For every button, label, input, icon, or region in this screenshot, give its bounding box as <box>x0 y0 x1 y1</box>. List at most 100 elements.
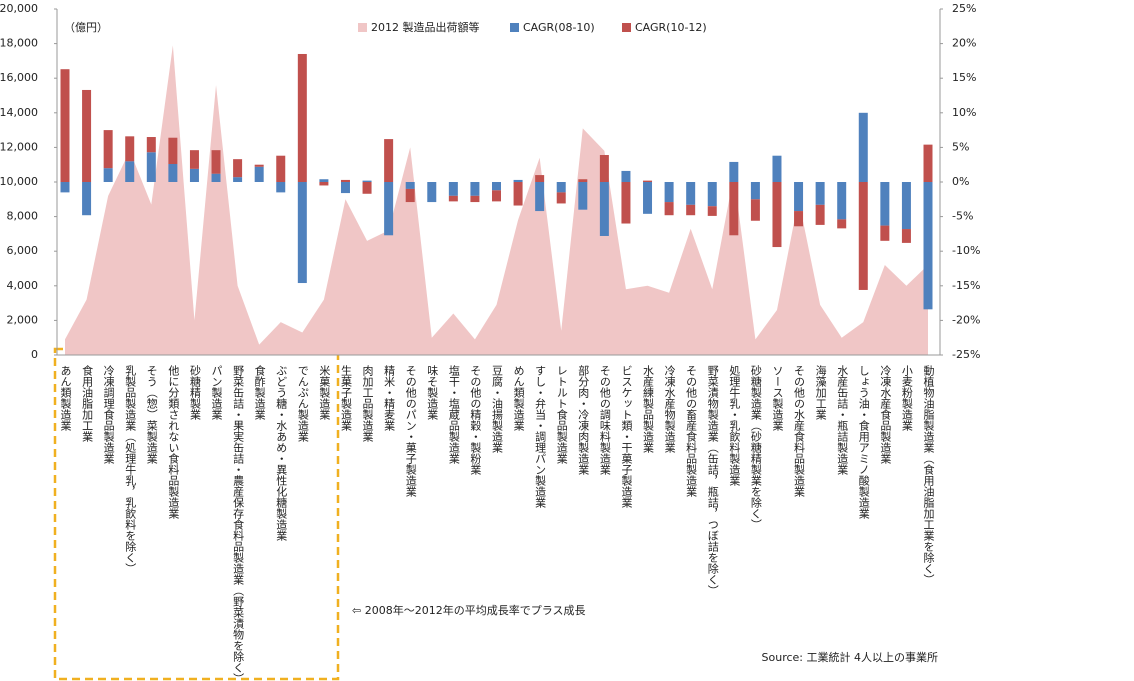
bar <box>513 182 523 206</box>
bar <box>189 168 199 182</box>
bar <box>146 137 156 153</box>
bar <box>578 179 588 182</box>
bar <box>319 179 329 182</box>
bar <box>664 182 674 203</box>
x-tick-label: あん類製造業 <box>59 365 72 431</box>
bar <box>556 192 566 204</box>
bar <box>470 182 480 196</box>
x-tick-label: 水産練製品製造業 <box>642 365 655 453</box>
source: Source: 工業統計 4人以上の事業所 <box>762 650 938 664</box>
bar <box>923 182 933 310</box>
x-tick-label: ぶどう糖・水あめ・異性化糖製造業 <box>275 365 288 541</box>
bar <box>427 182 437 203</box>
bar <box>880 182 890 226</box>
bar <box>319 182 329 186</box>
legend-label: CAGR(10-12) <box>635 21 707 34</box>
x-tick-label: 冷凍水産食品製造業 <box>879 365 892 464</box>
x-tick-label: レトルト食品製造業 <box>555 365 568 464</box>
highlight-box <box>53 347 340 681</box>
bar <box>772 182 782 248</box>
x-tick-label: ソース製造業 <box>771 365 784 431</box>
y2-tick-label: -5% <box>952 210 973 223</box>
x-tick-label: 砂糖精製業 <box>188 365 201 420</box>
y-tick-label: 6,000 <box>7 244 39 257</box>
bar <box>750 182 760 200</box>
y-tick-label: 12,000 <box>0 140 38 153</box>
x-tick-label: 味そ製造業 <box>426 365 439 420</box>
x-tick-label: 海藻加工業 <box>814 364 827 420</box>
bar <box>470 195 480 203</box>
x-tick-label: 小麦粉製造業 <box>900 365 913 431</box>
bar <box>60 182 70 193</box>
bar <box>211 173 221 182</box>
x-tick-label: ビスケット類・干菓子製造業 <box>620 365 633 508</box>
bar <box>707 182 717 207</box>
bar <box>599 182 609 236</box>
bar <box>643 180 653 182</box>
x-tick-label: 塩干・塩蔵品製造業 <box>447 364 460 464</box>
bar <box>492 190 501 202</box>
y2-tick-label: -25% <box>952 348 980 361</box>
bar <box>772 155 782 182</box>
bar <box>923 144 933 182</box>
bar <box>103 168 113 182</box>
bar <box>362 180 372 182</box>
x-tick-label: 食酢製造業 <box>253 364 266 420</box>
y2-tick-label: -15% <box>952 279 980 292</box>
bar <box>578 182 588 210</box>
x-tick-label: でんぷん製造業 <box>296 365 309 442</box>
bar <box>535 175 545 182</box>
y2-tick-label: 10% <box>952 106 976 119</box>
bar <box>750 199 760 221</box>
bar <box>815 204 825 225</box>
x-tick-label: その他の水産食料品製造業 <box>793 365 806 497</box>
bar <box>707 206 717 216</box>
bar <box>643 182 653 214</box>
x-tick-label: 水産缶詰・瓶詰製造業 <box>836 365 849 475</box>
x-tick-label: 野菜漬物製造業（缶詰，瓶詰，つぼ詰を除く） <box>706 365 719 596</box>
bar <box>254 166 264 182</box>
legend-label: 2012 製造品出荷額等 <box>371 20 480 34</box>
y2-tick-label: 0% <box>952 175 969 188</box>
y-axis-label: （億円） <box>64 21 108 34</box>
bar <box>901 182 911 230</box>
bar <box>276 155 286 182</box>
x-tick-label: そう（惣）菜製造業 <box>145 365 158 464</box>
y-tick-label: 20,000 <box>0 2 38 15</box>
x-tick-label: 他に分類されない食料品製造業 <box>167 365 180 519</box>
bar <box>901 229 911 243</box>
x-tick-label: パン製造業 <box>210 365 223 420</box>
bar <box>492 182 501 191</box>
legend-label: CAGR(08-10) <box>523 21 595 34</box>
x-tick-label: その他の調味料製造業 <box>598 365 611 475</box>
x-tick-label: 食用油脂加工業 <box>81 364 94 442</box>
bar <box>621 182 631 224</box>
bar <box>729 161 739 182</box>
bar <box>599 155 609 182</box>
bar <box>513 179 523 182</box>
y2-tick-label: -20% <box>952 313 980 326</box>
legend-swatch <box>510 23 519 32</box>
y-tick-label: 16,000 <box>0 71 38 84</box>
bar <box>384 139 394 182</box>
x-tick-label: 肉加工品製造業 <box>361 365 374 442</box>
bar <box>556 182 566 193</box>
x-tick-label: 処理牛乳・乳飲料製造業 <box>728 365 741 486</box>
x-tick-label: 精米・精麦業 <box>383 365 396 431</box>
bar <box>82 182 92 216</box>
bar <box>340 182 350 194</box>
x-tick-label: 動植物油脂製造業（食用油脂加工業を除く） <box>922 364 935 585</box>
y-tick-label: 2,000 <box>7 313 39 326</box>
x-tick-label: その他のパン・菓子製造業 <box>404 365 417 497</box>
bar <box>794 182 804 212</box>
bar <box>276 182 286 193</box>
area <box>65 45 928 355</box>
x-tick-label: 生菓子製造業 <box>339 364 352 431</box>
x-tick-label: しょう油・食用アミノ酸製造業 <box>857 365 870 519</box>
bar <box>168 164 178 182</box>
x-tick-label: その他の精穀・製粉業 <box>469 365 482 475</box>
bar <box>384 182 394 236</box>
x-tick-label: 砂糖製造業（砂糖精製業を除く） <box>749 365 762 530</box>
bar <box>664 202 674 216</box>
y2-tick-label: 20% <box>952 37 976 50</box>
